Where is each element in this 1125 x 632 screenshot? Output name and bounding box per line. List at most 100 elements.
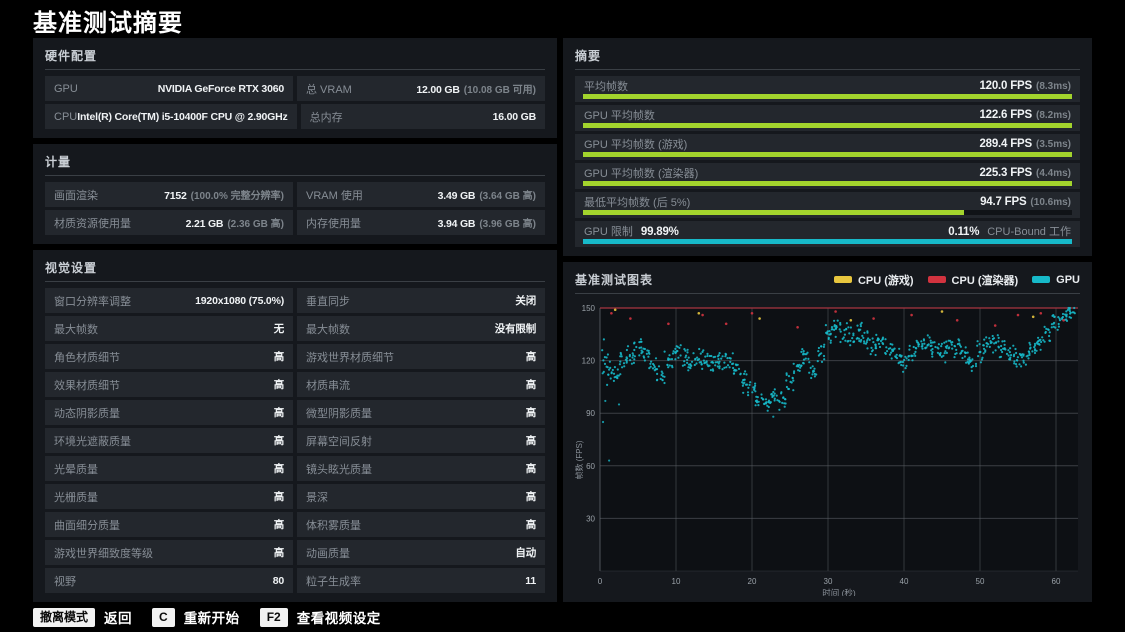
summary-label: GPU 平均帧数 (游戏)	[584, 139, 688, 151]
setting-cell: 光栅质量 高	[45, 484, 293, 509]
setting-subvalue: (3.96 GB 高)	[479, 219, 536, 230]
setting-label: 游戏世界材质细节	[306, 351, 394, 364]
summary-bar-fill	[583, 94, 1072, 99]
setting-label: 材质资源使用量	[54, 217, 131, 230]
video-settings-button[interactable]: F2 查看视频设定	[259, 607, 381, 627]
legend-item: CPU (渲染器)	[927, 272, 1019, 288]
setting-row: 视野 80 粒子生成率 11	[45, 568, 545, 593]
setting-label: VRAM 使用	[306, 189, 363, 202]
setting-cell: 材质串流 高	[297, 372, 545, 397]
setting-label: 材质串流	[306, 379, 350, 392]
setting-value: 无	[273, 323, 285, 335]
setting-value: 高	[273, 547, 285, 559]
svg-text:60: 60	[1052, 577, 1061, 586]
setting-value: 自动	[515, 547, 536, 559]
summary-bar-track	[583, 210, 1072, 215]
gpu-limit-bar-fill	[583, 239, 1072, 244]
setting-cell: 环境光遮蔽质量 高	[45, 428, 293, 453]
summary-value: 94.7 FPS	[980, 196, 1027, 208]
setting-cell: 视野 80	[45, 568, 293, 593]
metrics-header: 计量	[45, 151, 545, 176]
setting-value: 关闭	[515, 295, 536, 307]
setting-label: 环境光遮蔽质量	[54, 435, 131, 448]
setting-label: 效果材质细节	[54, 379, 120, 392]
setting-label: 总内存	[309, 111, 343, 124]
setting-label: 角色材质细节	[54, 351, 120, 364]
summary-subvalue: (4.4ms)	[1035, 168, 1071, 179]
summary-value: 289.4 FPS	[979, 138, 1032, 150]
gpu-limit-row: GPU 限制 99.89% 0.11% CPU-Bound 工作	[575, 221, 1080, 247]
svg-text:150: 150	[582, 304, 596, 313]
summary-row: 平均帧数 120.0 FPS (8.3ms)	[575, 76, 1080, 102]
setting-label: 最大帧数	[306, 323, 350, 336]
setting-cell: 屏幕空间反射 高	[297, 428, 545, 453]
metrics-panel: 计量 画面渲染 7152 (100.0% 完整分辨率) VRAM 使用 3.49 GB(…	[33, 144, 557, 244]
summary-bar-track	[583, 152, 1072, 157]
setting-subvalue: (10.08 GB 可用)	[463, 85, 536, 96]
summary-subvalue: (8.3ms)	[1035, 81, 1071, 92]
setting-value: 高	[525, 491, 537, 503]
setting-label: 粒子生成率	[306, 575, 361, 588]
setting-cell: 总内存 16.00 GB	[300, 104, 545, 129]
setting-cell: 动画质量 自动	[297, 540, 545, 565]
cpu-bound-label: CPU-Bound 工作	[987, 226, 1071, 238]
left-column: 硬件配置 GPU NVIDIA GeForce RTX 3060 总 VRAM 12.…	[33, 38, 557, 602]
setting-value: 高	[525, 379, 537, 391]
setting-label: 动画质量	[306, 547, 350, 560]
summary-bar-track	[583, 181, 1072, 186]
svg-text:0: 0	[598, 577, 603, 586]
summary-bar-fill	[583, 152, 1072, 157]
summary-bar-fill	[583, 123, 1072, 128]
back-label: 返回	[104, 611, 133, 626]
summary-label: GPU 平均帧数 (渲染器)	[584, 168, 699, 180]
svg-text:40: 40	[900, 577, 909, 586]
summary-subvalue: (8.2ms)	[1035, 110, 1071, 121]
summary-value: 225.3 FPS	[979, 167, 1032, 179]
setting-label: 动态阴影质量	[54, 407, 120, 420]
setting-cell: 镜头眩光质量 高	[297, 456, 545, 481]
setting-row: 光栅质量 高 景深 高	[45, 484, 545, 509]
bottom-bar: 撤离模式 返回 C 重新开始 F2 查看视频设定	[0, 602, 1125, 632]
f2-keycap: F2	[259, 607, 288, 627]
setting-label: 微型阴影质量	[306, 407, 372, 420]
setting-label: 垂直同步	[306, 295, 350, 308]
visual-settings-rows: 窗口分辨率调整 1920x1080 (75.0%) 垂直同步 关闭 最大帧数 无 最大帧数 没…	[45, 288, 545, 593]
setting-cell: 画面渲染 7152 (100.0% 完整分辨率)	[45, 182, 293, 207]
legend-label: CPU (渲染器)	[951, 274, 1019, 287]
hardware-header: 硬件配置	[45, 45, 545, 70]
setting-row: 动态阴影质量 高 微型阴影质量 高	[45, 400, 545, 425]
setting-cell: 最大帧数 没有限制	[297, 316, 545, 341]
setting-cell: 角色材质细节 高	[45, 344, 293, 369]
setting-value: 高	[525, 519, 537, 531]
setting-value: 80	[272, 574, 284, 587]
restart-button[interactable]: C 重新开始	[152, 607, 240, 627]
setting-row: 窗口分辨率调整 1920x1080 (75.0%) 垂直同步 关闭	[45, 288, 545, 313]
summary-subvalue: (10.6ms)	[1030, 197, 1071, 208]
chart-legend: CPU (游戏) CPU (渲染器) GPU	[833, 272, 1080, 288]
svg-text:120: 120	[582, 357, 596, 366]
legend-item: GPU	[1032, 274, 1080, 286]
escape-button[interactable]: 撤离模式 返回	[33, 607, 132, 627]
svg-text:60: 60	[586, 462, 595, 471]
svg-text:30: 30	[824, 577, 833, 586]
setting-subvalue: (3.64 GB 高)	[479, 191, 536, 202]
c-keycap: C	[152, 607, 175, 627]
setting-label: 画面渲染	[54, 189, 98, 202]
gpu-limit-value: 99.89%	[640, 226, 679, 238]
setting-label: 光栅质量	[54, 491, 98, 504]
setting-label: 游戏世界细致度等级	[54, 547, 153, 560]
svg-text:50: 50	[976, 577, 985, 586]
summary-value: 120.0 FPS	[979, 80, 1032, 92]
setting-row: 角色材质细节 高 游戏世界材质细节 高	[45, 344, 545, 369]
summary-bar-fill	[583, 181, 1072, 186]
setting-cell: GPU NVIDIA GeForce RTX 3060	[45, 76, 293, 101]
metrics-rows: 画面渲染 7152 (100.0% 完整分辨率) VRAM 使用 3.49 GB (3.6…	[45, 182, 545, 235]
setting-value: 12.00 GB	[416, 84, 460, 96]
setting-value: 3.49 GB	[437, 190, 476, 202]
setting-subvalue: (2.36 GB 高)	[227, 219, 284, 230]
hardware-rows: GPU NVIDIA GeForce RTX 3060 总 VRAM 12.00 GB…	[45, 76, 545, 129]
gpu-limit-bar-track	[583, 239, 1072, 244]
summary-header: 摘要	[575, 45, 1080, 70]
setting-cell: 曲面细分质量 高	[45, 512, 293, 537]
setting-value: 1920x1080 (75.0%)	[195, 294, 284, 307]
